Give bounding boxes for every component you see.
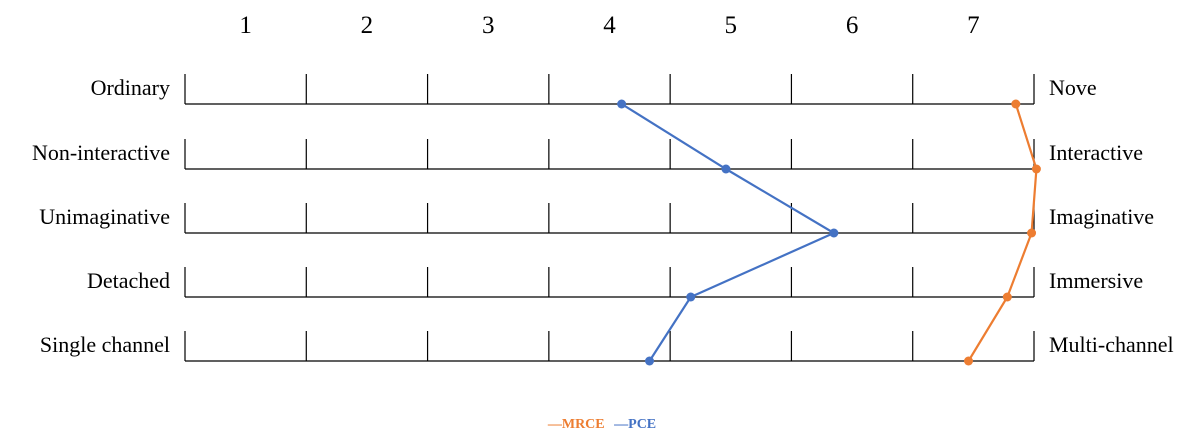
scale-bar-row-4 (184, 267, 1035, 298)
scale-label-5: 5 (725, 12, 738, 39)
data-point-pce-1 (617, 99, 627, 109)
scale-label-4: 4 (603, 12, 616, 39)
scale-bar-row-5 (184, 331, 1035, 362)
legend: —MRCE —PCE (547, 417, 656, 432)
data-point-mrce-3 (1027, 228, 1037, 238)
data-point-mrce-4 (1002, 292, 1012, 302)
scale-labels: 1 2 3 4 5 6 7 (239, 12, 979, 39)
row-label-right: Multi-channel (1049, 332, 1174, 357)
scale-label-1: 1 (239, 12, 252, 39)
row-label-right: Immersive (1049, 268, 1143, 293)
scale-bar-row-1 (184, 74, 1035, 105)
row-label-left: Non-interactive (32, 140, 170, 165)
row-labels: Ordinary Nove Non-interactive Interactive Un… (32, 75, 1174, 357)
data-point-mrce-2 (1031, 164, 1041, 174)
series-pce (617, 99, 839, 366)
row-label-right: Nove (1049, 75, 1097, 100)
data-point-pce-3 (829, 228, 839, 238)
row-label-left: Unimaginative (39, 204, 170, 229)
series-mrce (964, 99, 1041, 366)
data-point-pce-2 (721, 164, 731, 174)
scale-label-3: 3 (482, 12, 495, 39)
row-label-left: Detached (87, 268, 170, 293)
data-point-mrce-1 (1011, 99, 1021, 109)
data-point-mrce-5 (964, 356, 974, 366)
legend-item-pce: —PCE (613, 417, 656, 432)
data-point-pce-5 (645, 356, 655, 366)
scale-label-2: 2 (361, 12, 374, 39)
row-label-right: Interactive (1049, 140, 1143, 165)
row-label-left: Ordinary (91, 75, 170, 100)
series-layer (617, 99, 1041, 366)
row-label-left: Single channel (40, 332, 170, 357)
legend-text: —MRCE —PCE (547, 417, 656, 432)
legend-item-mrce: —MRCE (547, 417, 605, 432)
data-point-pce-4 (686, 292, 696, 302)
row-label-right: Imaginative (1049, 204, 1154, 229)
scale-bar-row-2 (184, 139, 1035, 170)
scale-bars (184, 74, 1035, 362)
scale-label-6: 6 (846, 12, 859, 39)
scale-label-7: 7 (967, 12, 980, 39)
scale-bar-row-3 (184, 203, 1035, 234)
